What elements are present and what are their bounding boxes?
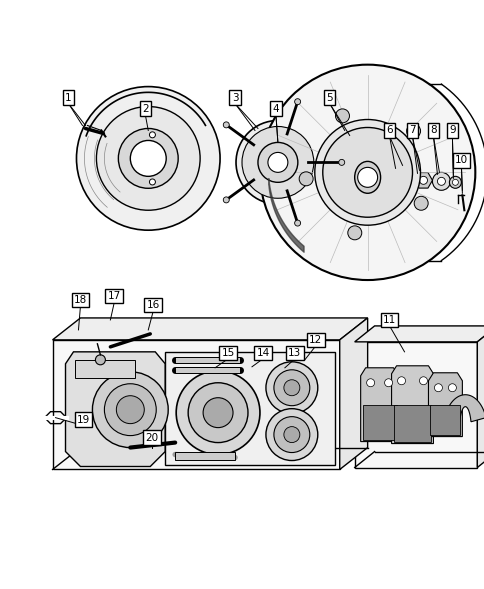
Circle shape [259, 65, 474, 280]
Polygon shape [427, 373, 461, 436]
Text: 6: 6 [385, 125, 392, 135]
Circle shape [188, 383, 247, 442]
Text: 14: 14 [256, 348, 269, 358]
Bar [175, 367, 240, 373]
Circle shape [335, 109, 349, 123]
Circle shape [283, 426, 299, 442]
Ellipse shape [354, 161, 380, 193]
Circle shape [452, 179, 457, 186]
Circle shape [96, 107, 200, 210]
Polygon shape [414, 173, 432, 188]
Text: 10: 10 [454, 155, 467, 166]
Circle shape [419, 377, 426, 385]
Text: 3: 3 [231, 92, 238, 102]
Text: 15: 15 [221, 348, 234, 358]
Circle shape [413, 196, 427, 210]
Bar [175, 357, 240, 363]
Text: 17: 17 [107, 291, 121, 301]
Circle shape [257, 143, 297, 183]
Circle shape [294, 99, 300, 105]
Circle shape [449, 176, 460, 188]
Text: 19: 19 [76, 415, 90, 425]
Circle shape [397, 377, 405, 385]
Circle shape [116, 396, 144, 423]
Polygon shape [362, 405, 396, 439]
Circle shape [223, 122, 229, 128]
Circle shape [149, 132, 155, 138]
Circle shape [203, 398, 232, 428]
Circle shape [294, 220, 300, 226]
Circle shape [265, 409, 317, 461]
Text: 4: 4 [272, 104, 279, 114]
Circle shape [357, 167, 377, 187]
Circle shape [130, 140, 166, 176]
Circle shape [95, 355, 105, 365]
Bar [175, 452, 235, 459]
Circle shape [283, 380, 299, 396]
Circle shape [432, 173, 450, 190]
Text: 1: 1 [65, 92, 72, 102]
Circle shape [76, 87, 220, 230]
Circle shape [437, 177, 444, 186]
Polygon shape [354, 342, 476, 468]
Circle shape [448, 384, 455, 392]
Text: 20: 20 [145, 432, 158, 442]
Circle shape [347, 226, 361, 240]
Circle shape [406, 124, 420, 138]
Text: 9: 9 [448, 125, 455, 135]
Polygon shape [391, 366, 433, 444]
Text: 11: 11 [382, 315, 395, 325]
Circle shape [118, 128, 178, 188]
Circle shape [273, 370, 309, 406]
Polygon shape [393, 405, 431, 442]
Circle shape [366, 379, 374, 387]
Circle shape [299, 172, 313, 186]
Bar [76, 360, 135, 378]
Text: 13: 13 [287, 348, 301, 358]
Text: 18: 18 [74, 295, 87, 305]
Polygon shape [430, 405, 459, 435]
Text: 5: 5 [326, 92, 333, 102]
Circle shape [236, 121, 319, 204]
Text: 7: 7 [408, 125, 415, 135]
Circle shape [384, 379, 392, 387]
Circle shape [419, 176, 426, 184]
Circle shape [273, 416, 309, 452]
Text: 12: 12 [308, 335, 322, 345]
Circle shape [104, 384, 156, 436]
Circle shape [267, 153, 287, 173]
Polygon shape [476, 326, 484, 468]
Text: 8: 8 [429, 125, 436, 135]
Circle shape [149, 179, 155, 185]
Circle shape [322, 127, 412, 217]
Polygon shape [444, 395, 484, 422]
Circle shape [434, 384, 441, 392]
Text: 2: 2 [142, 104, 148, 114]
Circle shape [396, 173, 408, 184]
Text: 16: 16 [146, 300, 160, 310]
Circle shape [242, 127, 313, 198]
Circle shape [314, 120, 420, 225]
Polygon shape [354, 326, 484, 342]
Circle shape [265, 362, 317, 413]
Polygon shape [52, 340, 339, 469]
Polygon shape [360, 368, 398, 442]
Polygon shape [339, 318, 367, 469]
Circle shape [223, 197, 229, 203]
Bar [165, 352, 334, 465]
Polygon shape [65, 352, 165, 466]
Circle shape [338, 160, 344, 166]
Circle shape [92, 372, 168, 448]
Circle shape [389, 166, 415, 191]
Polygon shape [52, 318, 367, 340]
Circle shape [176, 371, 259, 455]
